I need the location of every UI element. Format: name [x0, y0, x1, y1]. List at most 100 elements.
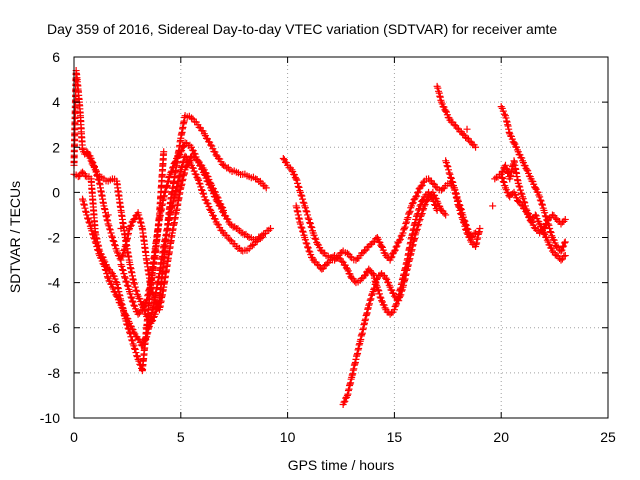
data-point: [306, 219, 314, 227]
data-point: [127, 221, 135, 229]
data-point: [500, 110, 508, 118]
data-point: [540, 224, 548, 232]
data-point: [121, 274, 129, 282]
data-point: [470, 230, 478, 238]
data-point: [548, 247, 556, 255]
data-point: [197, 186, 205, 194]
data-point: [365, 301, 373, 309]
data-point: [301, 204, 309, 212]
data-point: [134, 310, 142, 318]
data-point: [121, 310, 129, 318]
data-point: [375, 290, 383, 298]
data-point: [417, 182, 425, 190]
data-point: [103, 270, 111, 278]
data-point: [140, 303, 148, 311]
data-point: [299, 195, 307, 203]
data-point: [247, 242, 255, 250]
data-series: [83, 148, 228, 314]
data-point: [367, 295, 375, 303]
data-point: [167, 168, 175, 176]
data-point: [81, 172, 89, 180]
data-point: [169, 164, 177, 172]
data-point: [390, 306, 398, 314]
data-point: [120, 270, 128, 278]
data-point: [90, 162, 98, 170]
data-point: [80, 201, 88, 209]
data-point: [135, 214, 143, 222]
data-point: [296, 220, 304, 228]
data-point: [185, 158, 193, 166]
data-point: [408, 200, 416, 208]
data-point: [360, 247, 368, 255]
data-point: [304, 211, 312, 219]
data-point: [302, 239, 310, 247]
data-point: [226, 236, 234, 244]
data-point: [398, 287, 406, 295]
data-point: [499, 178, 507, 186]
data-point: [195, 179, 203, 187]
data-point: [303, 240, 311, 248]
data-point: [306, 220, 314, 228]
data-point: [341, 397, 349, 405]
data-point: [93, 246, 101, 254]
data-point: [160, 148, 168, 156]
data-point: [122, 277, 130, 285]
data-point: [194, 157, 202, 165]
data-point: [463, 229, 471, 237]
data-point: [510, 139, 518, 147]
data-point: [82, 207, 90, 215]
data-point: [113, 292, 121, 300]
data-point: [413, 189, 421, 197]
data-point: [542, 220, 550, 228]
data-point: [127, 293, 135, 301]
data-point: [129, 298, 137, 306]
chart-title: Day 359 of 2016, Sidereal Day-to-day VTE…: [47, 21, 557, 37]
data-point: [392, 301, 400, 309]
data-point: [463, 125, 471, 133]
x-tick-label: 0: [70, 429, 78, 445]
data-point: [304, 214, 312, 222]
data-point: [405, 209, 413, 217]
data-point: [433, 82, 441, 90]
data-point: [110, 238, 118, 246]
data-point: [79, 195, 87, 203]
data-point: [418, 181, 426, 189]
data-point: [542, 220, 550, 228]
data-point: [375, 287, 383, 295]
data-point: [248, 241, 256, 249]
data-point: [418, 210, 426, 218]
data-series: [117, 148, 168, 318]
data-point: [371, 280, 379, 288]
data-point: [299, 228, 307, 236]
data-point: [311, 234, 319, 242]
data-point: [262, 184, 270, 192]
data-point: [293, 176, 301, 184]
data-point: [560, 239, 568, 247]
data-point: [370, 271, 378, 279]
data-point: [121, 273, 129, 281]
data-point: [369, 270, 377, 278]
data-point: [397, 291, 405, 299]
data-point: [149, 289, 157, 297]
data-point: [95, 176, 103, 184]
data-point: [131, 345, 139, 353]
data-point: [412, 227, 420, 235]
data-point: [499, 174, 507, 182]
data-point: [136, 215, 144, 223]
data-point: [412, 193, 420, 201]
data-point: [538, 201, 546, 209]
data-point: [126, 222, 134, 230]
data-point: [536, 193, 544, 201]
data-point: [267, 224, 275, 232]
data-point: [561, 252, 569, 260]
data-point: [432, 183, 440, 191]
data-point: [442, 211, 450, 219]
data-point: [415, 220, 423, 228]
data-point: [516, 186, 524, 194]
data-point: [212, 151, 220, 159]
data-point: [302, 207, 310, 215]
data-point: [501, 161, 509, 169]
data-series: [70, 67, 270, 327]
data-point: [401, 223, 409, 231]
data-point: [310, 231, 318, 239]
